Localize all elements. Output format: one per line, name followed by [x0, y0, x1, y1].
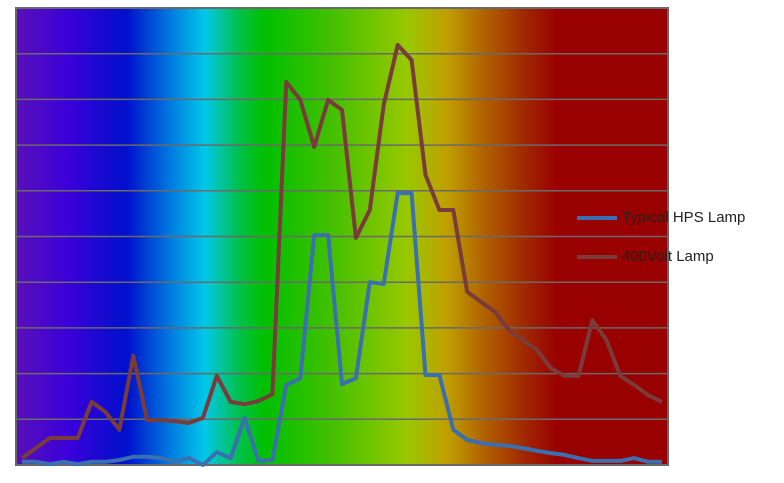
legend: Typical HPS Lamp 400Volt Lamp — [577, 209, 745, 265]
series-line — [20, 43, 663, 460]
lines — [20, 43, 663, 467]
grid — [16, 7, 668, 466]
series-line — [22, 191, 662, 467]
legend-label: Typical HPS Lamp — [622, 209, 745, 226]
legend-label: 400Volt Lamp — [622, 248, 714, 265]
